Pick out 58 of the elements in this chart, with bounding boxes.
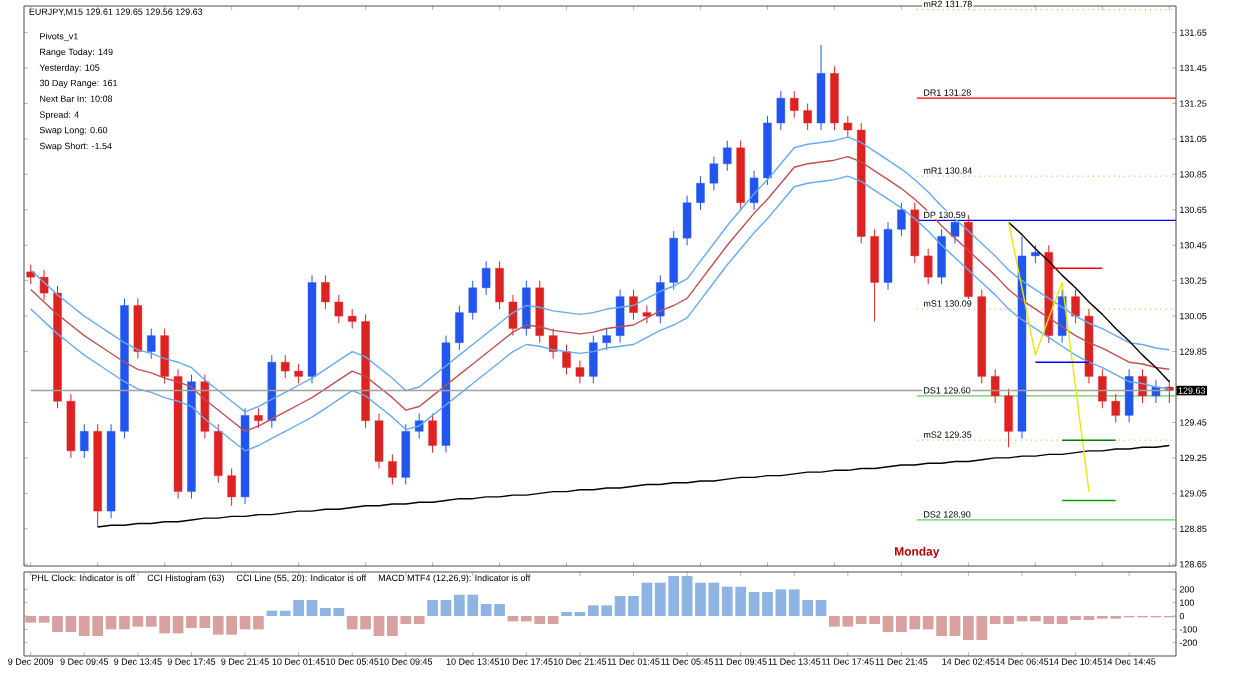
candlestick (281, 354, 290, 379)
candlestick (870, 228, 879, 322)
candlestick (696, 175, 705, 211)
candlestick (723, 140, 732, 172)
candlestick (147, 328, 156, 360)
candlestick (1124, 368, 1134, 423)
candlestick (589, 335, 598, 384)
candlestick (347, 308, 357, 330)
candlestick (629, 289, 638, 321)
candlestick (334, 294, 344, 324)
candlestick (1138, 368, 1147, 404)
candlestick (214, 423, 223, 484)
candlestick (133, 297, 143, 360)
candlestick (990, 368, 1000, 404)
candlestick (481, 260, 491, 296)
candlestick (548, 328, 558, 360)
candlestick (602, 328, 611, 351)
candlestick (776, 90, 786, 131)
candlestick (562, 344, 571, 376)
candlestick (388, 453, 397, 485)
candlestick (923, 248, 933, 285)
candlestick (455, 305, 464, 351)
candlestick (80, 423, 89, 459)
candlestick (682, 195, 692, 246)
candlestick (1111, 393, 1120, 423)
candlestick (522, 280, 531, 337)
candlestick (803, 102, 812, 131)
candlestick (535, 280, 544, 344)
candlestick (401, 423, 410, 485)
candlestick (1071, 289, 1080, 324)
candlestick (656, 274, 665, 324)
candlestick (950, 214, 960, 244)
candlestick (160, 328, 169, 384)
candlestick (910, 202, 920, 264)
candlestick (26, 264, 35, 285)
candlestick (642, 305, 652, 324)
candlestick (321, 274, 330, 310)
candlestick (1098, 368, 1107, 409)
candlestick (1004, 388, 1013, 448)
line-series (1007, 221, 1171, 383)
candlestick (615, 289, 625, 344)
candlestick (897, 202, 906, 237)
candlestick (508, 294, 518, 337)
candlestick (495, 260, 504, 310)
candlestick (937, 228, 946, 285)
candlestick (790, 90, 799, 119)
candlestick (227, 468, 236, 507)
candlestick (575, 359, 585, 384)
candlestick (294, 363, 303, 384)
candlestick (428, 413, 437, 454)
candlestick (709, 156, 719, 191)
candlestick (254, 407, 263, 429)
candlestick (843, 115, 853, 138)
candlestick (669, 230, 678, 291)
candlestick (374, 413, 384, 470)
candlestick (468, 280, 477, 321)
candlestick (749, 170, 759, 211)
line-series (1007, 221, 1090, 493)
